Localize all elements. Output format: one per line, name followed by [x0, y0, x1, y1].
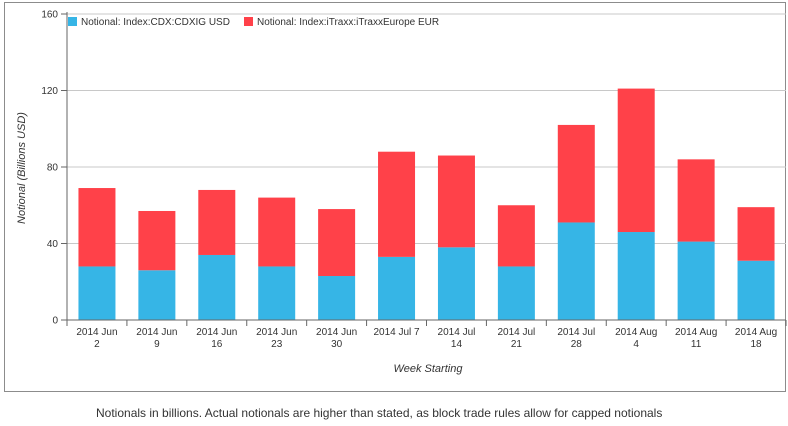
legend-label-cdx-ig: Notional: Index:CDX:CDXIG USD	[81, 17, 230, 28]
x-tick-label: 2014 Jun 16	[196, 327, 237, 350]
bar-itraxx-europe	[318, 209, 356, 277]
bar-cdx-ig	[677, 241, 715, 320]
bar-itraxx-europe	[557, 124, 595, 223]
y-tick-label: 80	[47, 163, 59, 174]
bar-itraxx-europe	[78, 188, 116, 267]
y-tick-label: 120	[41, 86, 58, 97]
legend-label-itraxx-europe: Notional: Index:iTraxx:iTraxxEurope EUR	[257, 17, 439, 28]
x-tick-label: 2014 Aug 18	[735, 327, 777, 350]
bar-cdx-ig	[198, 254, 236, 320]
bar-cdx-ig	[437, 247, 475, 320]
y-tick-label: 40	[47, 239, 59, 250]
bar-itraxx-europe	[378, 151, 416, 257]
legend-swatch-itraxx-europe	[244, 17, 253, 26]
bar-itraxx-europe	[737, 207, 775, 261]
bar-cdx-ig	[737, 260, 775, 320]
x-tick-label: 2014 Aug 11	[675, 327, 717, 350]
bar-cdx-ig	[497, 266, 535, 320]
x-tick-label: 2014 Jun 30	[316, 327, 357, 350]
bar-itraxx-europe	[677, 159, 715, 242]
bar-itraxx-europe	[138, 210, 176, 271]
axes: 0 40 80 120 160 2014 Jun 2 2014 Jun 9 2014 Jun 16 2…	[41, 10, 787, 350]
x-tick-label: 2014 Jul 14	[438, 327, 476, 350]
bar-cdx-ig	[557, 222, 595, 320]
y-tick-label: 160	[41, 10, 58, 21]
bar-cdx-ig	[617, 232, 655, 320]
legend-swatch-cdx-ig	[68, 17, 77, 26]
bar-cdx-ig	[78, 266, 116, 320]
y-axis-title: Notional (Billions USD)	[16, 112, 28, 224]
x-tick-label: 2014 Aug 4	[615, 327, 657, 350]
bar-itraxx-europe	[198, 189, 236, 255]
y-tick-label: 0	[52, 316, 58, 327]
bar-cdx-ig	[378, 256, 416, 320]
x-axis-title: Week Starting	[394, 363, 464, 375]
grid-lines	[67, 13, 786, 244]
bar-itraxx-europe	[617, 88, 655, 233]
x-tick-label: 2014 Jun 9	[136, 327, 177, 350]
bar-cdx-ig	[138, 270, 176, 320]
bar-itraxx-europe	[258, 197, 296, 267]
bar-cdx-ig	[258, 266, 296, 320]
x-tick-label: 2014 Jul 7	[373, 327, 420, 338]
x-tick-label: 2014 Jun 23	[256, 327, 297, 350]
bar-itraxx-europe	[497, 205, 535, 267]
bars	[78, 88, 775, 320]
bar-cdx-ig	[318, 276, 356, 320]
chart-caption: Notionals in billions. Actual notionals …	[96, 406, 663, 420]
x-tick-label: 2014 Jul 28	[557, 327, 595, 350]
x-tick-label: 2014 Jul 21	[497, 327, 535, 350]
legend: Notional: Index:CDX:CDXIG USD Notional: I…	[68, 17, 439, 28]
x-tick-label: 2014 Jun 2	[76, 327, 117, 350]
bar-itraxx-europe	[437, 155, 475, 248]
chart: 0 40 80 120 160 2014 Jun 2 2014 Jun 9 2014 Jun 16 2…	[16, 10, 787, 375]
